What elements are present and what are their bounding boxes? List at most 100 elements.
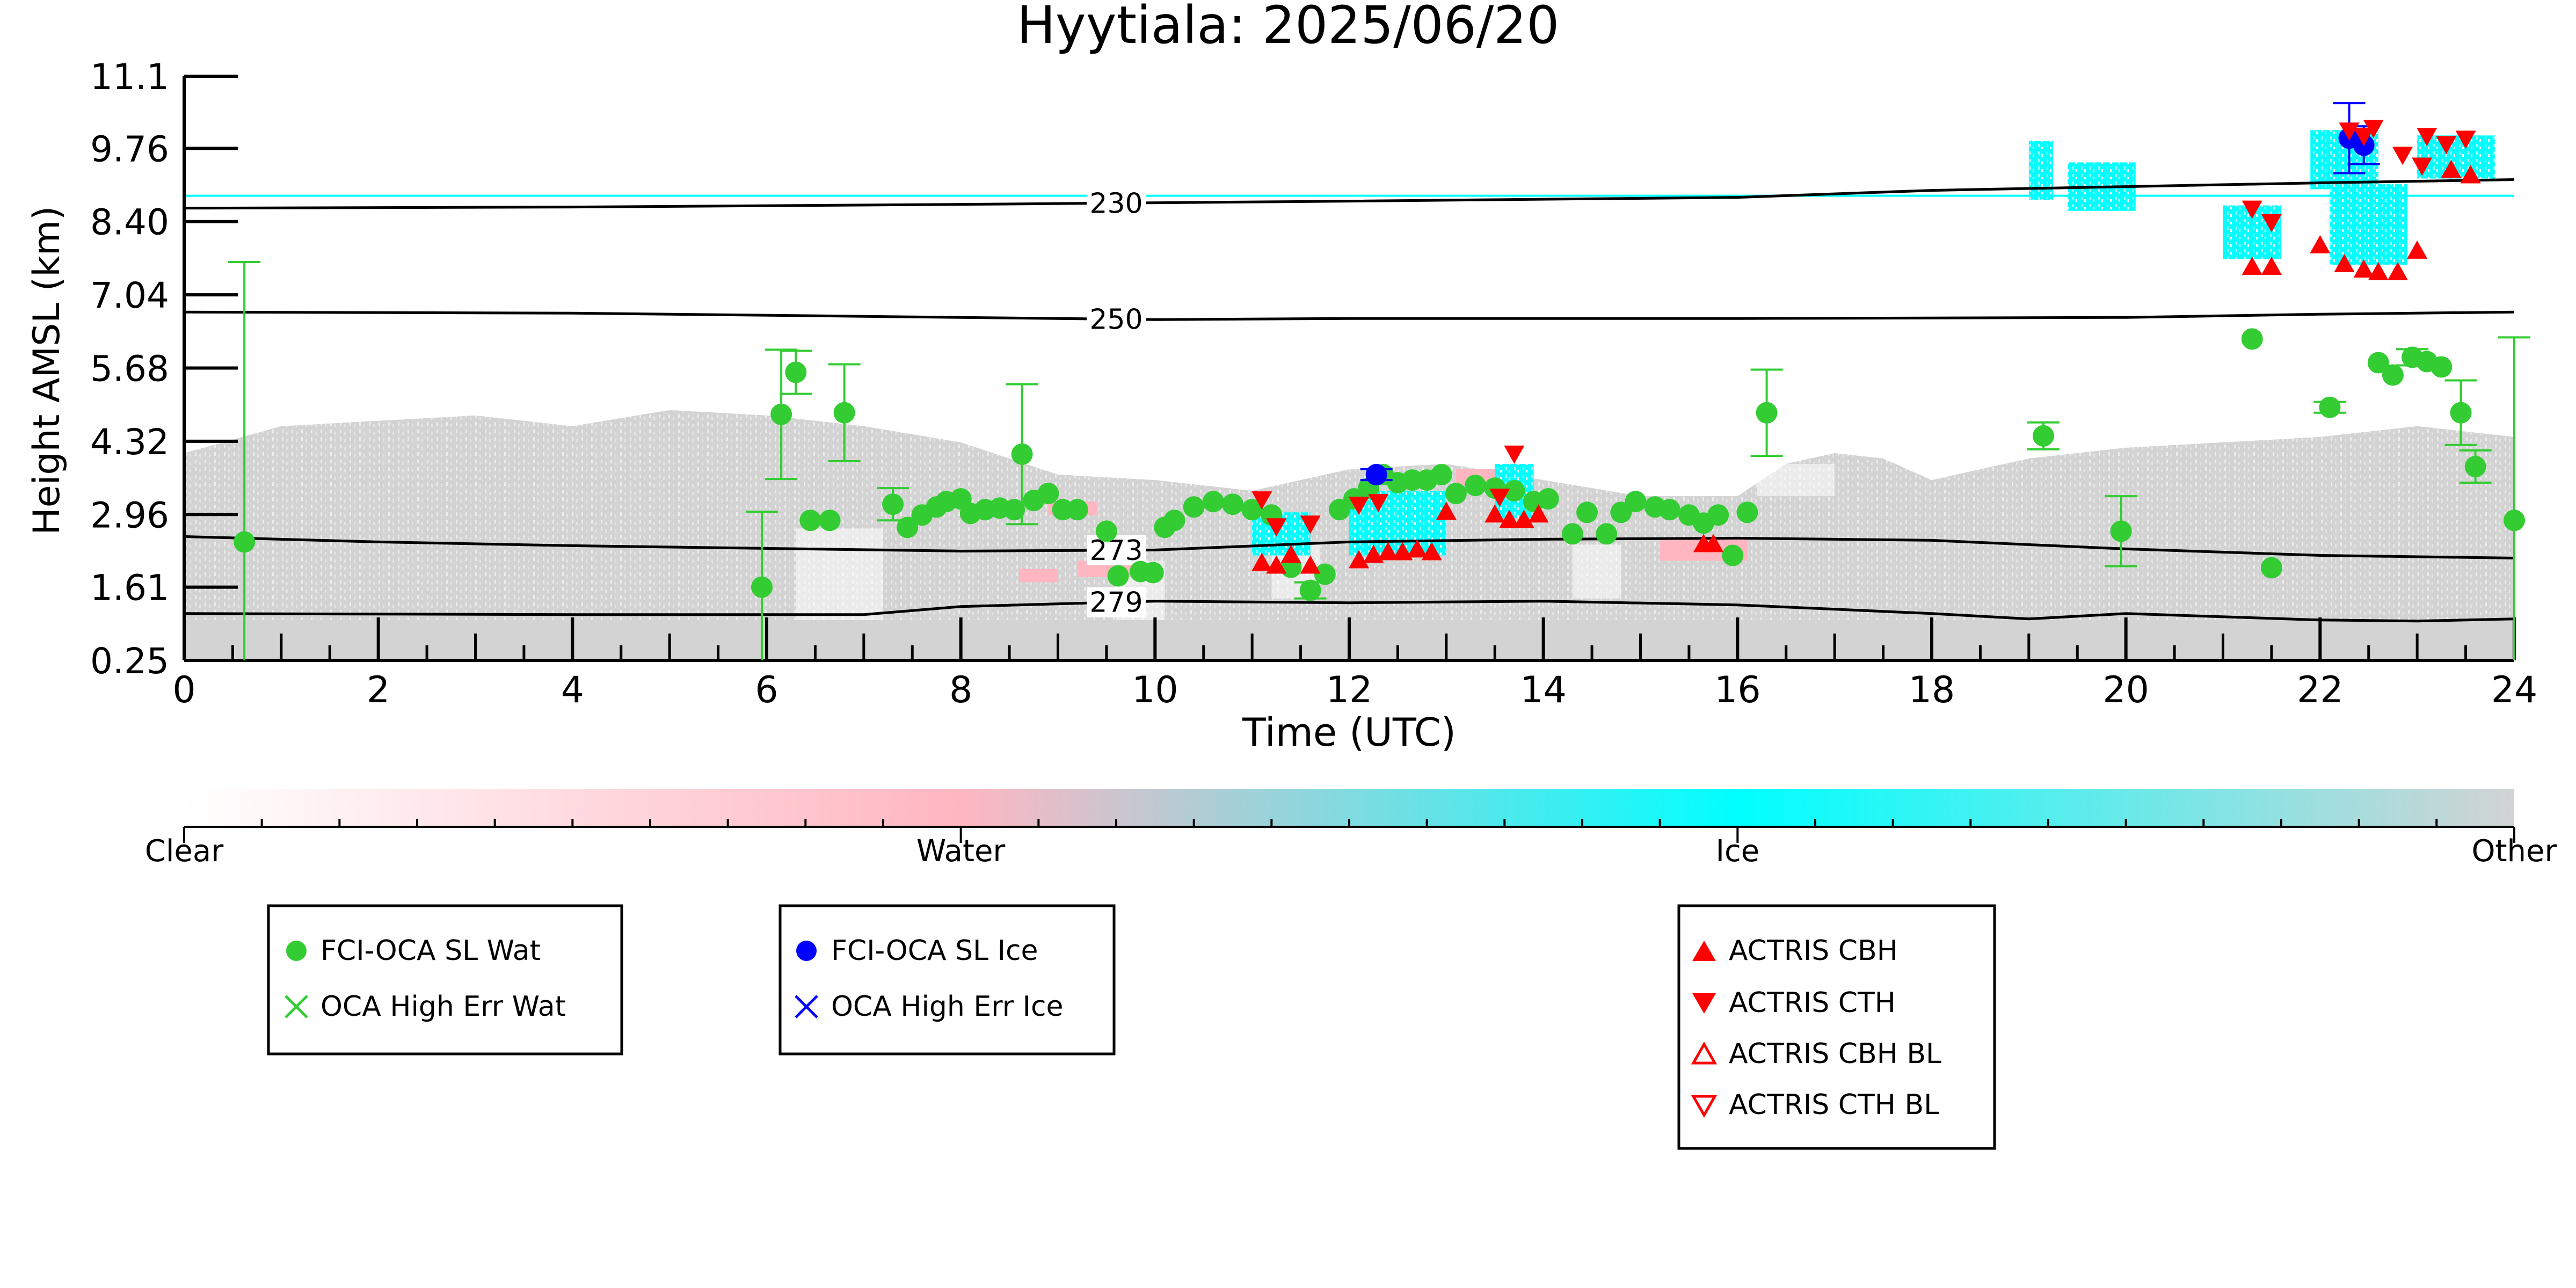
isotherm-line bbox=[184, 310, 2515, 321]
actris-cth-point bbox=[2261, 214, 2282, 232]
isotherm-label: 250 bbox=[1089, 303, 1143, 336]
actris-cbh-point bbox=[2368, 262, 2389, 281]
water-point bbox=[819, 510, 841, 532]
x-tick-label: 16 bbox=[1714, 669, 1761, 711]
actris-cth-point bbox=[2353, 128, 2374, 147]
x-tick-label: 14 bbox=[1520, 669, 1567, 711]
water-point bbox=[799, 510, 821, 532]
isotherm-label-bg bbox=[1087, 188, 1146, 219]
legend-label-oca-high-err-wat: OCA High Err Wat bbox=[321, 991, 566, 1023]
actris-cth-point bbox=[1504, 445, 1525, 464]
y-tick-label: 7.04 bbox=[90, 275, 169, 316]
actris-cbh-point bbox=[1300, 555, 1321, 574]
isotherm-label-bg bbox=[1087, 304, 1146, 334]
x-tick-label: 8 bbox=[949, 669, 972, 711]
water-point bbox=[1465, 475, 1487, 497]
x-tick-label: 24 bbox=[2491, 669, 2538, 711]
actris-cbh-point bbox=[1378, 542, 1399, 561]
x-tick-label: 22 bbox=[2297, 669, 2344, 711]
colorbar-label: Clear bbox=[145, 834, 224, 869]
actris-cth-point bbox=[2436, 136, 2457, 155]
actris-cth-point bbox=[1349, 497, 1370, 515]
y-tick-label: 2.96 bbox=[90, 494, 169, 536]
actris-cbh-point bbox=[2242, 256, 2262, 275]
legend-marker-actris-cth bbox=[1692, 993, 1716, 1014]
actris-cth-point bbox=[2392, 147, 2413, 165]
water-point bbox=[1202, 491, 1224, 513]
actris-cth-point bbox=[2455, 130, 2476, 149]
actris-cbh-point bbox=[1421, 542, 1442, 561]
x-tick-label: 6 bbox=[755, 669, 778, 711]
isotherm-line bbox=[184, 535, 2515, 559]
isotherm-label-bg bbox=[1087, 535, 1146, 565]
water-point bbox=[2032, 425, 2054, 447]
actris-cbh-point bbox=[1407, 539, 1428, 558]
legend-water: FCI-OCA SL Wat OCA High Err Wat bbox=[267, 904, 623, 1056]
colorbar-label: Other bbox=[2471, 834, 2557, 869]
water-point bbox=[1503, 480, 1525, 502]
water-point bbox=[1722, 544, 1744, 566]
actris-cth-point bbox=[2339, 122, 2360, 141]
isotherm-line bbox=[184, 600, 2515, 623]
legend-label-fci-oca-sl-ice: FCI-OCA SL Ice bbox=[831, 935, 1038, 967]
actris-cbh-point bbox=[1280, 544, 1301, 563]
water-point bbox=[2110, 520, 2132, 542]
actris-cbh-point bbox=[2441, 159, 2462, 178]
cloud-mask-ice bbox=[2330, 184, 2408, 265]
water-point bbox=[2260, 557, 2282, 579]
y-tick-label: 5.68 bbox=[90, 348, 169, 389]
actris-cbh-point bbox=[2460, 165, 2481, 184]
x-tick-label: 10 bbox=[1132, 669, 1178, 711]
water-point bbox=[1163, 510, 1185, 532]
plot-axes: 11.19.768.407.045.684.322.961.610.250 2 4 6… bbox=[90, 56, 2537, 711]
cloud-mask-ice bbox=[2028, 141, 2054, 200]
water-point bbox=[1011, 443, 1033, 465]
legend-label-fci-oca-sl-wat: FCI-OCA SL Wat bbox=[321, 935, 541, 967]
legend-label-oca-high-err-ice: OCA High Err Ice bbox=[831, 991, 1064, 1023]
actris-cth-point bbox=[2412, 157, 2433, 176]
actris-cbh-point bbox=[1499, 510, 1520, 528]
actris-cbh-point bbox=[1528, 504, 1549, 523]
water-point bbox=[1625, 491, 1647, 513]
phase-colorbar: Clear Water Ice Other bbox=[145, 789, 2557, 869]
x-axis-label: Time (UTC) bbox=[1242, 710, 1456, 755]
water-point bbox=[1576, 501, 1598, 523]
actris-cth-point bbox=[2417, 128, 2437, 147]
legend-actris-box bbox=[1677, 904, 1996, 1150]
y-tick-label: 1.61 bbox=[90, 567, 169, 609]
water-point bbox=[1095, 520, 1117, 542]
actris-cbh-point bbox=[1436, 501, 1457, 520]
actris-cth-point bbox=[2363, 120, 2384, 139]
water-point bbox=[1561, 523, 1583, 545]
actris-cbh-point bbox=[1485, 504, 1505, 523]
water-point bbox=[785, 361, 807, 383]
ice-point bbox=[1365, 464, 1387, 486]
water-point bbox=[2464, 456, 2486, 478]
water-point bbox=[1707, 504, 1729, 526]
legend-marker-oca-high-err-wat bbox=[285, 995, 308, 1018]
x-tick-label: 12 bbox=[1326, 669, 1373, 711]
isotherm-line bbox=[184, 178, 2515, 210]
actris-cth-point bbox=[2242, 200, 2262, 219]
water-point bbox=[1596, 523, 1618, 545]
water-point bbox=[2319, 396, 2341, 418]
y-tick-label: 9.76 bbox=[90, 128, 169, 170]
water-point bbox=[1183, 496, 1205, 518]
x-tick-label: 0 bbox=[172, 669, 195, 711]
water-point bbox=[1142, 562, 1164, 584]
y-axis-label: Height AMSL (km) bbox=[26, 206, 68, 535]
legend-label-actris-cth: ACTRIS CTH bbox=[1729, 987, 1896, 1019]
water-point bbox=[2367, 352, 2389, 374]
legend-label-actris-cbh: ACTRIS CBH bbox=[1729, 935, 1898, 967]
actris-cth-point bbox=[1266, 518, 1287, 537]
isotherm-label: 273 bbox=[1089, 535, 1143, 567]
legend-ice-box bbox=[778, 904, 1116, 1056]
x-tick-label: 4 bbox=[561, 669, 584, 711]
chart-title: Hyytiala: 2025/06/20 bbox=[1017, 0, 1560, 55]
water-point bbox=[833, 402, 855, 424]
water-point bbox=[1537, 488, 1559, 510]
actris-cbh-point bbox=[2353, 259, 2374, 278]
actris-cth-point bbox=[1300, 515, 1321, 534]
isotherm-label: 279 bbox=[1089, 587, 1143, 619]
water-point bbox=[1736, 501, 1758, 523]
